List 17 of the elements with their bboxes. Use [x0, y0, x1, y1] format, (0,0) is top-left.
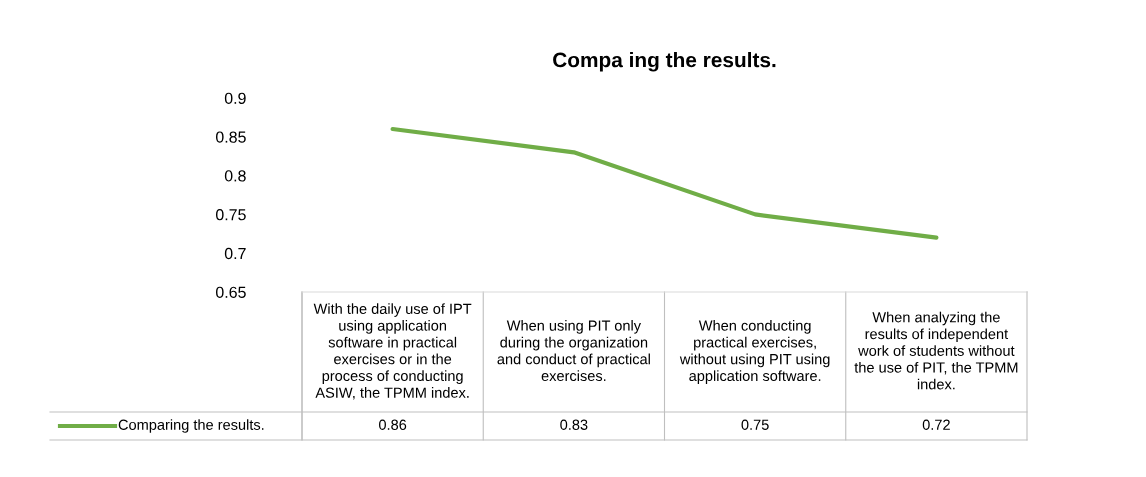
x-tick-label: When conducting practical exercises, without using PIT using application software. [679, 320, 830, 384]
x-tick-label: When analyzing the results of independent work of students without the use of PIT, the TPMM index. [854, 311, 1018, 390]
data-label: 0.72 [922, 419, 950, 430]
legend-label: Comparing the results. [118, 419, 264, 433]
y-tick-label: 0.7 [224, 247, 246, 260]
data-label: 0.83 [560, 419, 588, 430]
y-tick-label: 0.75 [215, 209, 246, 221]
data-label: 0.75 [741, 419, 769, 430]
y-tick-label: 0.8 [224, 170, 246, 182]
x-tick-label: When using PIT only during the organization and conduct of practical exercises. [497, 320, 650, 382]
x-tick-label: With the daily use of IPT using application software in practical exercises or in the process of conducting ASIW, the TPMM index. [313, 303, 472, 400]
data-label: 0.86 [379, 419, 407, 430]
y-tick-label: 0.65 [215, 286, 246, 298]
line-series [390, 126, 939, 240]
y-tick-label: 0.9 [224, 92, 246, 104]
chart-title: Compa ing the results. [553, 52, 776, 72]
y-tick-label: 0.85 [215, 131, 246, 143]
